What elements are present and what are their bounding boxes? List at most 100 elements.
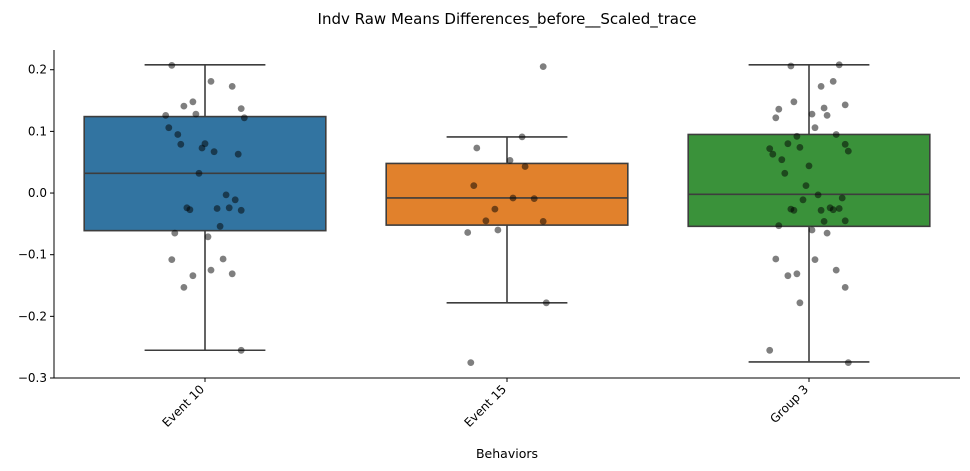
data-point <box>775 222 783 230</box>
data-point <box>808 226 816 234</box>
y-tick-label: 0.1 <box>28 124 47 138</box>
data-point <box>192 110 200 118</box>
data-point <box>174 131 182 138</box>
data-point <box>189 98 197 106</box>
data-point <box>787 62 795 70</box>
data-point <box>225 204 233 212</box>
y-tick-label: −0.2 <box>18 309 47 323</box>
data-point <box>234 150 242 158</box>
data-point <box>784 140 792 148</box>
data-point <box>237 346 245 354</box>
x-tick-label: Event 15 <box>461 382 509 430</box>
data-point <box>180 102 188 110</box>
data-point <box>228 270 236 278</box>
data-point <box>844 147 852 155</box>
data-point <box>219 255 227 263</box>
data-point <box>838 194 846 202</box>
data-point <box>539 218 547 225</box>
data-point <box>805 162 813 170</box>
data-point <box>189 272 197 280</box>
data-point <box>177 140 185 148</box>
data-point <box>464 229 472 236</box>
data-point <box>482 217 490 225</box>
data-point <box>231 196 239 204</box>
data-point <box>473 144 481 152</box>
chart-title: Indv Raw Means Differences_before__Scale… <box>318 10 697 29</box>
x-tick-label: Event 10 <box>159 382 207 430</box>
data-point <box>162 112 170 119</box>
data-point <box>168 256 176 263</box>
data-point <box>820 104 828 112</box>
data-point <box>772 255 780 263</box>
data-point <box>829 78 837 85</box>
data-point <box>494 226 502 234</box>
data-point <box>796 299 804 307</box>
data-point <box>195 169 203 177</box>
box-group-3 <box>687 133 931 228</box>
data-point <box>210 148 218 156</box>
box-event-15 <box>385 162 629 226</box>
data-point <box>240 114 248 122</box>
points-layer <box>162 61 852 366</box>
data-point <box>769 150 777 158</box>
data-point <box>832 131 840 138</box>
y-tick-label: −0.3 <box>18 371 47 385</box>
data-point <box>180 284 188 291</box>
data-point <box>186 206 194 214</box>
data-point <box>835 61 843 69</box>
data-point <box>467 359 475 366</box>
data-point <box>841 101 849 109</box>
data-point <box>844 359 852 366</box>
data-point <box>820 218 828 225</box>
data-point <box>237 105 245 112</box>
data-point <box>168 62 176 69</box>
data-point <box>171 229 179 237</box>
data-point <box>204 233 212 241</box>
data-point <box>793 270 801 278</box>
data-point <box>790 98 798 106</box>
data-point <box>766 145 774 153</box>
boxes-layer <box>83 63 931 363</box>
data-point <box>237 206 245 214</box>
data-point <box>530 195 538 203</box>
data-point <box>814 191 822 199</box>
data-point <box>796 144 804 151</box>
data-point <box>228 83 236 90</box>
data-point <box>216 222 224 230</box>
data-point <box>509 194 517 202</box>
data-point <box>506 157 514 164</box>
data-point <box>222 191 230 199</box>
data-point <box>766 346 774 354</box>
data-point <box>829 206 837 214</box>
x-axis-title: Behaviors <box>476 446 538 461</box>
y-tick-label: 0.2 <box>28 63 47 77</box>
data-point <box>823 112 831 119</box>
data-point <box>207 78 215 85</box>
data-point <box>835 205 843 212</box>
data-point <box>213 205 221 212</box>
y-tick-label: −0.1 <box>18 248 47 262</box>
data-point <box>778 156 786 164</box>
data-point <box>802 182 810 190</box>
data-point <box>198 144 206 152</box>
axes-layer: −0.3 −0.2 −0.1 0.0 0.1 0.2 Event 10 Event 15 Gro… <box>18 50 960 430</box>
x-tick-label: Group 3 <box>767 382 811 426</box>
data-point <box>542 299 550 307</box>
data-point <box>799 196 807 204</box>
data-point <box>841 284 849 291</box>
data-point <box>793 132 801 140</box>
data-point <box>165 124 173 132</box>
y-tick-label: 0.0 <box>28 186 47 200</box>
data-point <box>491 205 499 213</box>
data-point <box>772 114 780 122</box>
data-point <box>817 83 825 90</box>
data-point <box>207 266 215 274</box>
data-point <box>790 206 798 214</box>
data-point <box>518 133 526 141</box>
data-point <box>808 110 816 118</box>
data-point <box>823 229 831 237</box>
data-point <box>841 217 849 225</box>
data-point <box>841 140 849 148</box>
data-point <box>539 63 547 70</box>
data-point <box>781 169 789 177</box>
